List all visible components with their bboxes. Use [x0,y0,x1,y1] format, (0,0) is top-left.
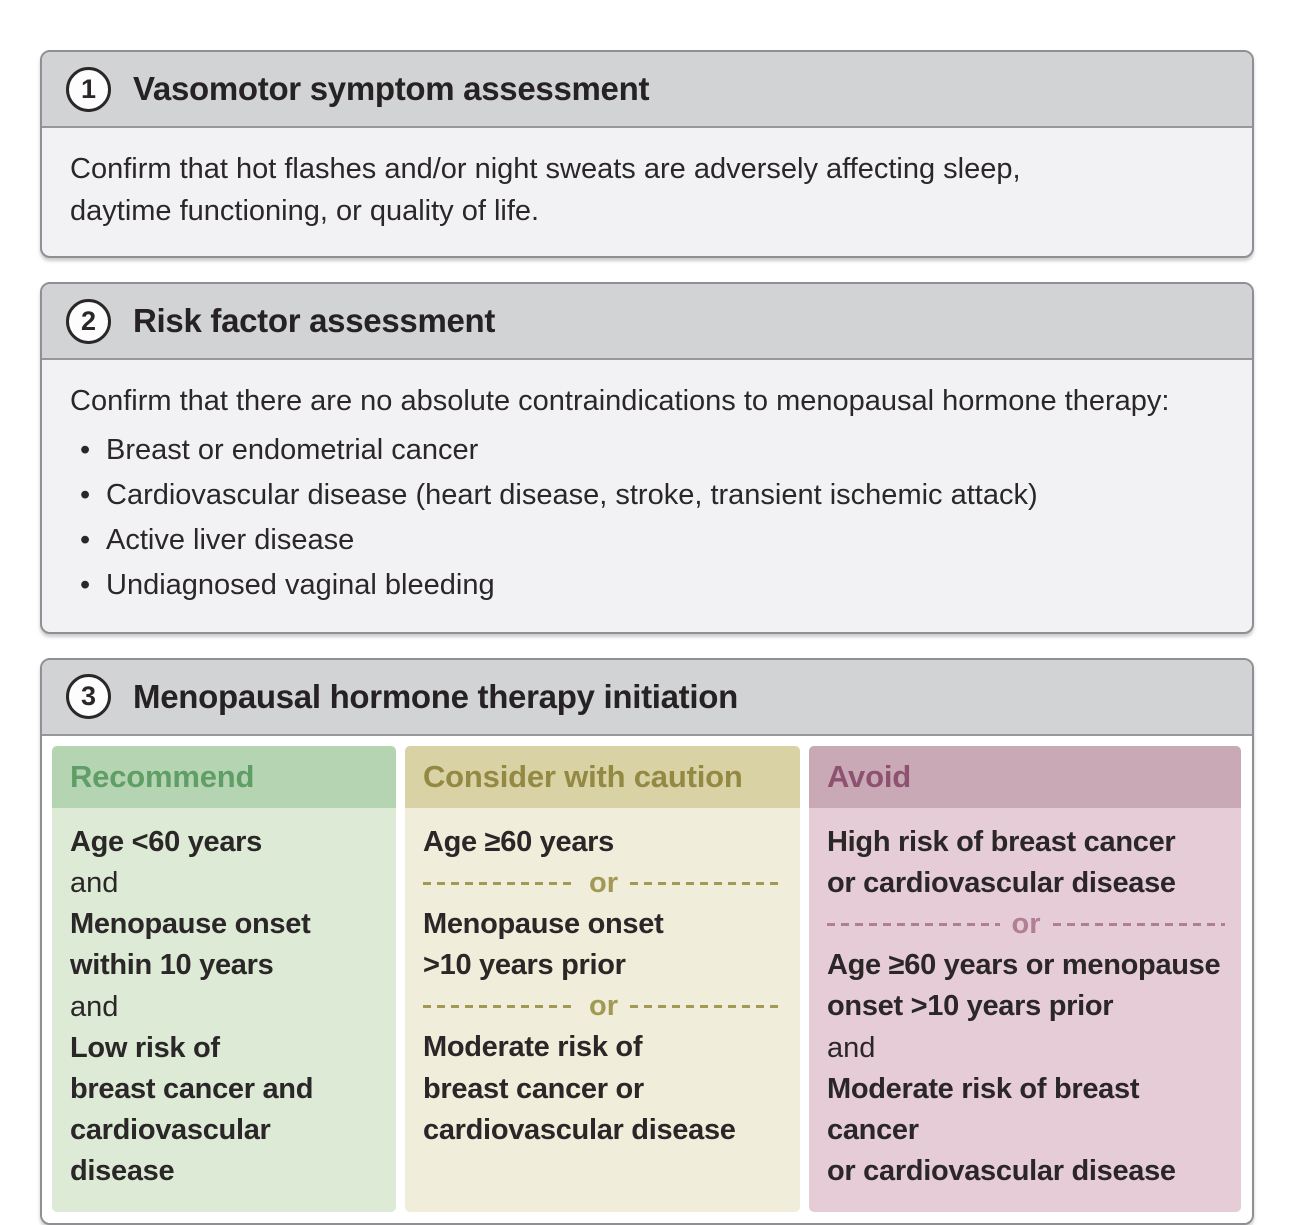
condition-text: High risk of breast cancer or cardiovasc… [827,825,1176,900]
conjunction-label: and [70,990,119,1023]
conjunction-label: and [827,1031,876,1064]
panel-3-title: Menopausal hormone therapy initiation [133,677,738,715]
step-1-number-badge: 1 [66,66,111,112]
separator-dash-left [423,882,577,886]
conjunction-label: and [70,867,119,900]
column-caution-header: Consider with caution [405,745,800,808]
or-separator: or [423,863,784,904]
panel-3-header: 3 Menopausal hormone therapy initiation [42,659,1252,736]
panel-1-header: 1 Vasomotor symptom assessment [42,52,1252,128]
step-2-number-badge: 2 [66,298,111,344]
therapy-columns: Recommend Age <60 years and Menopause onset… [52,745,1241,1213]
column-caution: Consider with caution Age ≥60 years or Meno… [405,745,800,1213]
condition-text: Age ≥60 years [423,825,614,858]
column-recommend: Recommend Age <60 years and Menopause onset… [52,745,396,1213]
or-separator: or [423,986,784,1027]
contraindication-item: Cardiovascular disease (heart disease, s… [70,473,1222,518]
panel-3-body: Recommend Age <60 years and Menopause onset… [42,735,1252,1224]
contraindication-item: Breast or endometrial cancer [70,428,1222,473]
condition-text: Age <60 years [70,825,262,858]
or-label: or [589,990,618,1023]
separator-dash-left [423,1005,577,1009]
column-avoid-body: High risk of breast cancer or cardiovasc… [809,808,1241,1213]
panel-1-text: Confirm that hot flashes and/or night sw… [70,153,1021,228]
panel-vasomotor-assessment: 1 Vasomotor symptom assessment Confirm t… [40,50,1254,259]
panel-2-body: Confirm that there are no absolute contr… [42,360,1252,632]
condition-text: Age ≥60 years or menopause onset >10 yea… [827,949,1221,1023]
separator-dash-right [630,1005,784,1009]
column-caution-body: Age ≥60 years or Menopause onset >10 years… [405,808,800,1213]
panel-1-title: Vasomotor symptom assessment [133,70,650,107]
panel-2-title: Risk factor assessment [133,302,496,340]
column-recommend-header: Recommend [52,745,396,808]
separator-dash-right [1052,923,1225,927]
condition-text: Low risk of breast cancer and cardiovasc… [70,1031,314,1188]
separator-dash-left [827,923,1000,927]
or-separator: or [827,904,1225,945]
condition-text: Moderate risk of breast cancer or cardio… [423,1031,736,1146]
column-recommend-body: Age <60 years and Menopause onset within 1… [52,808,396,1213]
panel-therapy-initiation: 3 Menopausal hormone therapy initiation … [40,657,1254,1225]
or-label: or [1011,908,1041,941]
separator-dash-right [630,882,784,886]
or-label: or [589,867,618,900]
condition-text: Menopause onset within 10 years [70,908,311,982]
panel-1-body: Confirm that hot flashes and/or night sw… [42,128,1252,256]
contraindications-list: Breast or endometrial cancerCardiovascul… [70,428,1222,608]
panel-2-header: 2 Risk factor assessment [42,284,1252,361]
step-3-number-badge: 3 [66,674,111,720]
column-avoid-header: Avoid [809,745,1241,808]
condition-text: Moderate risk of breast cancer or cardio… [827,1072,1176,1188]
panel-risk-factor-assessment: 2 Risk factor assessment Confirm that th… [40,282,1254,634]
contraindication-item: Active liver disease [70,518,1222,563]
condition-text: Menopause onset >10 years prior [423,908,664,982]
column-avoid: Avoid High risk of breast cancer or cardi… [809,745,1241,1213]
panel-2-intro-text: Confirm that there are no absolute contr… [70,385,1170,418]
contraindication-item: Undiagnosed vaginal bleeding [70,563,1222,608]
